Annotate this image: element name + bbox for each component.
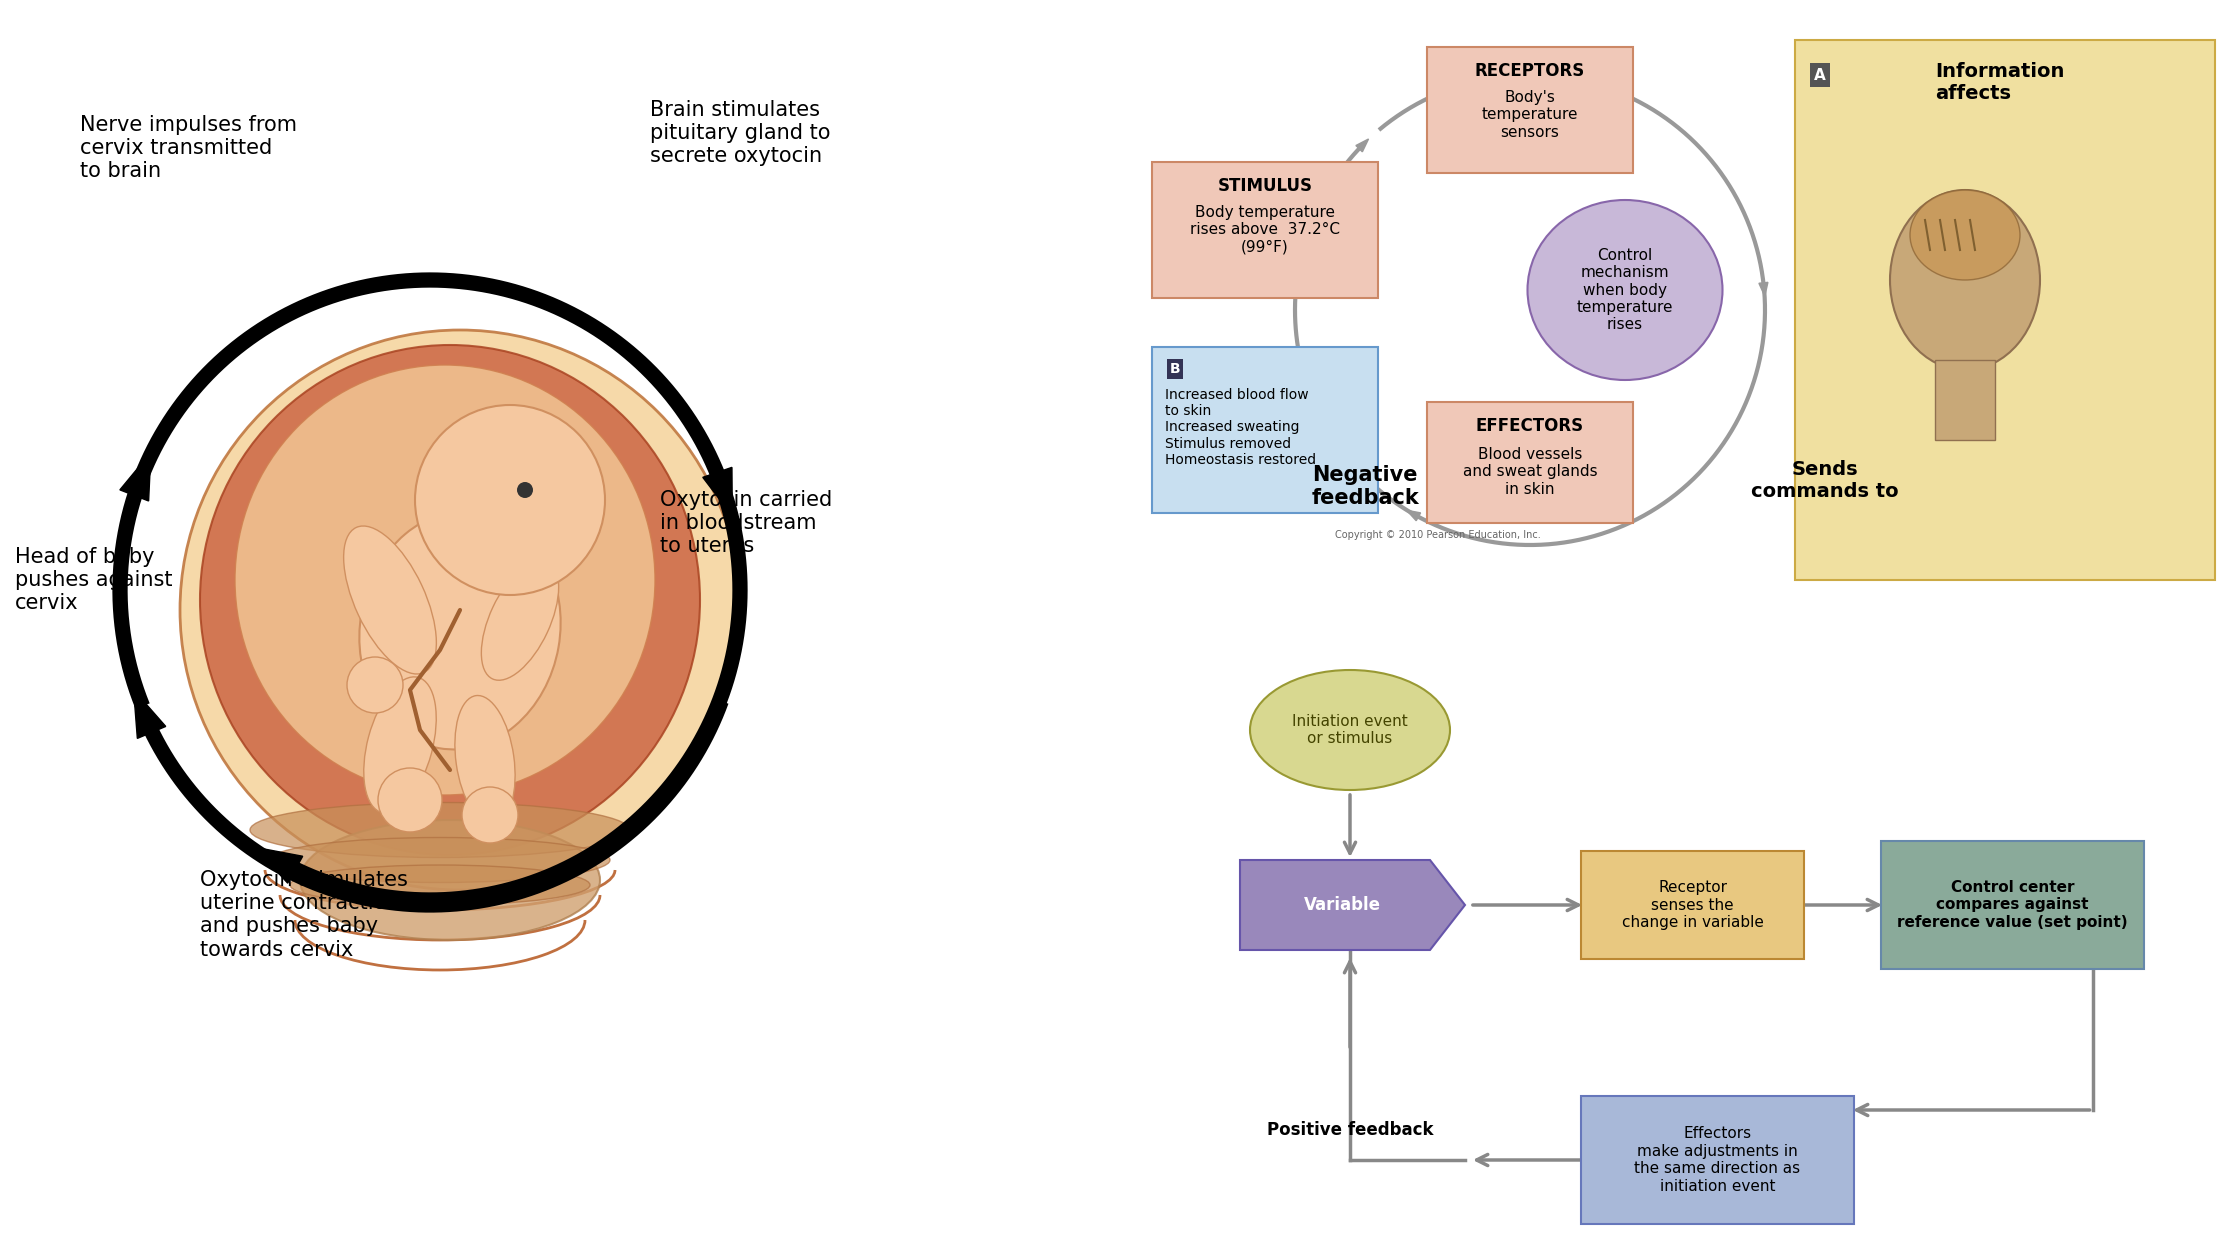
Ellipse shape [289, 866, 589, 905]
Text: Negative
feedback: Negative feedback [1310, 465, 1418, 508]
Ellipse shape [1911, 190, 2020, 280]
Text: Sends
commands to: Sends commands to [1752, 460, 1900, 501]
Text: Copyright © 2010 Pearson Education, Inc.: Copyright © 2010 Pearson Education, Inc. [1335, 530, 1541, 541]
Ellipse shape [271, 838, 609, 882]
Text: Head of baby
pushes against
cervix: Head of baby pushes against cervix [16, 547, 172, 614]
Ellipse shape [235, 365, 654, 795]
Ellipse shape [251, 803, 629, 858]
Text: Oxytocin carried
in bloodstream
to uterus: Oxytocin carried in bloodstream to uteru… [661, 490, 833, 557]
Ellipse shape [363, 677, 437, 813]
FancyBboxPatch shape [1151, 163, 1378, 299]
Text: Initiation event
or stimulus: Initiation event or stimulus [1292, 714, 1409, 746]
Circle shape [414, 404, 605, 595]
FancyBboxPatch shape [1581, 850, 1803, 959]
Ellipse shape [1528, 200, 1723, 381]
Text: RECEPTORS: RECEPTORS [1474, 62, 1586, 79]
Text: Brain stimulates
pituitary gland to
secrete oxytocin: Brain stimulates pituitary gland to secr… [650, 100, 831, 166]
Polygon shape [2009, 275, 2025, 300]
Circle shape [379, 769, 441, 832]
Ellipse shape [482, 559, 558, 680]
Polygon shape [121, 452, 150, 501]
FancyBboxPatch shape [1427, 47, 1633, 173]
Ellipse shape [1891, 190, 2041, 370]
Text: Information
affects: Information affects [1935, 62, 2065, 103]
Text: Body temperature
rises above  37.2°C
(99°F): Body temperature rises above 37.2°C (99°… [1189, 205, 1340, 255]
Text: Body's
temperature
sensors: Body's temperature sensors [1481, 89, 1579, 140]
Text: Blood vessels
and sweat glands
in skin: Blood vessels and sweat glands in skin [1463, 447, 1597, 496]
Ellipse shape [199, 345, 699, 856]
Polygon shape [1355, 139, 1369, 151]
Polygon shape [1407, 510, 1420, 520]
FancyBboxPatch shape [1794, 40, 2215, 580]
Ellipse shape [1250, 670, 1449, 790]
Text: Oxytocin stimulates
uterine contractions
and pushes baby
towards cervix: Oxytocin stimulates uterine contractions… [199, 869, 410, 960]
Ellipse shape [343, 525, 437, 674]
FancyBboxPatch shape [1581, 1096, 1855, 1223]
Text: Control center
compares against
reference value (set point): Control center compares against referenc… [1897, 879, 2128, 930]
Text: Nerve impulses from
cervix transmitted
to brain: Nerve impulses from cervix transmitted t… [81, 115, 298, 181]
Ellipse shape [179, 330, 739, 890]
FancyBboxPatch shape [1935, 360, 1996, 440]
Text: Effectors
make adjustments in
the same direction as
initiation event: Effectors make adjustments in the same d… [1635, 1126, 1801, 1193]
Text: STIMULUS: STIMULUS [1219, 176, 1313, 195]
Polygon shape [134, 689, 166, 738]
Circle shape [517, 483, 533, 498]
Circle shape [347, 656, 403, 713]
Text: EFFECTORS: EFFECTORS [1476, 417, 1584, 435]
FancyBboxPatch shape [1427, 402, 1633, 523]
Text: B: B [1169, 362, 1180, 375]
FancyBboxPatch shape [1151, 346, 1378, 513]
Text: Control
mechanism
when body
temperature
rises: Control mechanism when body temperature … [1577, 248, 1673, 333]
Text: A: A [1814, 68, 1826, 82]
Ellipse shape [358, 510, 560, 750]
Ellipse shape [455, 696, 515, 824]
Ellipse shape [300, 820, 600, 940]
Polygon shape [1241, 861, 1465, 950]
Polygon shape [255, 847, 302, 883]
Circle shape [461, 788, 517, 843]
Polygon shape [703, 467, 732, 517]
Text: Receptor
senses the
change in variable: Receptor senses the change in variable [1622, 879, 1763, 930]
Text: Increased blood flow
to skin
Increased sweating
Stimulus removed
Homeostasis res: Increased blood flow to skin Increased s… [1165, 388, 1317, 466]
Polygon shape [1758, 282, 1767, 296]
Text: Positive feedback: Positive feedback [1268, 1121, 1434, 1139]
Text: Variable: Variable [1304, 896, 1382, 913]
FancyBboxPatch shape [1882, 840, 2144, 969]
